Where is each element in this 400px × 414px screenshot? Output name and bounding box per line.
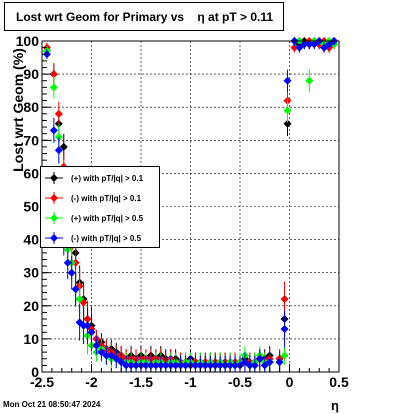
data-point (211, 361, 220, 370)
data-point (132, 361, 141, 370)
data-point (117, 358, 126, 367)
data-point (87, 328, 96, 337)
y-tick-label: 10 (23, 331, 39, 347)
y-tick-label: 100 (16, 33, 40, 49)
legend-entry: (-) with pT/|q| > 0.1 (41, 190, 141, 206)
data-point (146, 361, 155, 370)
x-tick-label: -1.5 (129, 374, 153, 390)
x-tick-label: -2.5 (30, 374, 54, 390)
axes: -2.5 -2 -1.5 -1 -0.5 0 0.5 0 10 20 30 40 50 60 70 80 90 1… (16, 33, 349, 390)
data-point (171, 361, 180, 370)
data-point (283, 76, 292, 85)
y-tick-label: 50 (23, 199, 39, 215)
data-point (320, 43, 329, 52)
data-point (300, 40, 309, 49)
legend-label: (-) with pT/|q| > 0.5 (71, 233, 142, 243)
data-point (260, 361, 269, 370)
data-point (206, 361, 215, 370)
data-point (305, 40, 314, 49)
legend-entry: (+) with pT/|q| > 0.1 (41, 170, 143, 186)
data-point (176, 361, 185, 370)
data-point (59, 142, 68, 151)
data-point (283, 106, 292, 115)
data-point (166, 361, 175, 370)
legend-marker (45, 212, 63, 224)
data-point (245, 361, 254, 370)
data-point (250, 361, 259, 370)
legend-label: (-) with pT/|q| > 0.1 (71, 193, 142, 203)
x-tick-label: -1 (184, 374, 197, 390)
data-point (196, 361, 205, 370)
data-point (49, 70, 58, 79)
chart-title: Lost wrt Geom for Primary vs η at pT > 0… (4, 2, 284, 31)
data-point (122, 361, 131, 370)
data-point (54, 132, 63, 141)
data-point (49, 126, 58, 135)
data-point (127, 361, 136, 370)
x-tick-label: 0 (286, 374, 294, 390)
data-point (240, 358, 249, 367)
y-tick-label: 60 (23, 165, 39, 181)
x-tick-label: -0.5 (228, 374, 252, 390)
legend-entry: (+) with pT/|q| > 0.5 (41, 210, 143, 226)
legend-entry: (-) with pT/|q| > 0.5 (41, 230, 141, 246)
data-point (201, 361, 210, 370)
data-point (181, 361, 190, 370)
y-tick-label: 0 (31, 364, 39, 380)
data-point (83, 321, 92, 330)
data-point (325, 40, 334, 49)
data-point (226, 361, 235, 370)
legend-marker (45, 232, 63, 244)
data-point (221, 361, 230, 370)
data-point (156, 361, 165, 370)
data-point (280, 351, 289, 360)
data-point (67, 268, 76, 277)
data-point (97, 348, 106, 357)
data-point (75, 295, 84, 304)
y-tick-label: 70 (23, 132, 39, 148)
data-point (54, 146, 63, 155)
data-point (280, 295, 289, 304)
data-point (49, 83, 58, 92)
x-axis-label: η (331, 398, 339, 413)
legend: (+) with pT/|q| > 0.1 (-) with pT/|q| > 0… (40, 166, 160, 248)
data-point (151, 361, 160, 370)
data-point (102, 351, 111, 360)
legend-label: (+) with pT/|q| > 0.1 (71, 173, 144, 183)
data-point (283, 119, 292, 128)
data-point (265, 358, 274, 367)
data-point (310, 40, 319, 49)
data-point (54, 109, 63, 118)
series-3 (42, 37, 339, 372)
y-axis-label: Lost wrt Geom (%) (10, 48, 26, 172)
y-tick-label: 20 (23, 298, 39, 314)
data-point (216, 361, 225, 370)
y-tick-label: 90 (23, 66, 39, 82)
data-point (280, 324, 289, 333)
data-point (141, 361, 150, 370)
data-point (305, 76, 314, 85)
data-point (295, 43, 304, 52)
data-point (191, 361, 200, 370)
x-tick-label: -2 (85, 374, 98, 390)
data-point (290, 43, 299, 52)
data-point (92, 341, 101, 350)
data-point (63, 258, 72, 267)
data-point (71, 285, 80, 294)
x-tick-label: 0.5 (329, 374, 349, 390)
legend-marker (45, 192, 63, 204)
legend-label: (+) with pT/|q| > 0.5 (71, 213, 144, 223)
data-point (107, 351, 116, 360)
legend-marker (45, 172, 63, 184)
y-tick-label: 40 (23, 232, 39, 248)
data-point (275, 358, 284, 367)
data-point (231, 361, 240, 370)
data-point (112, 354, 121, 363)
y-tick-label: 30 (23, 265, 39, 281)
data-point (255, 354, 264, 363)
y-tick-label: 80 (23, 99, 39, 115)
timestamp: Mon Oct 21 08:50:47 2024 (3, 400, 101, 409)
data-point (161, 361, 170, 370)
